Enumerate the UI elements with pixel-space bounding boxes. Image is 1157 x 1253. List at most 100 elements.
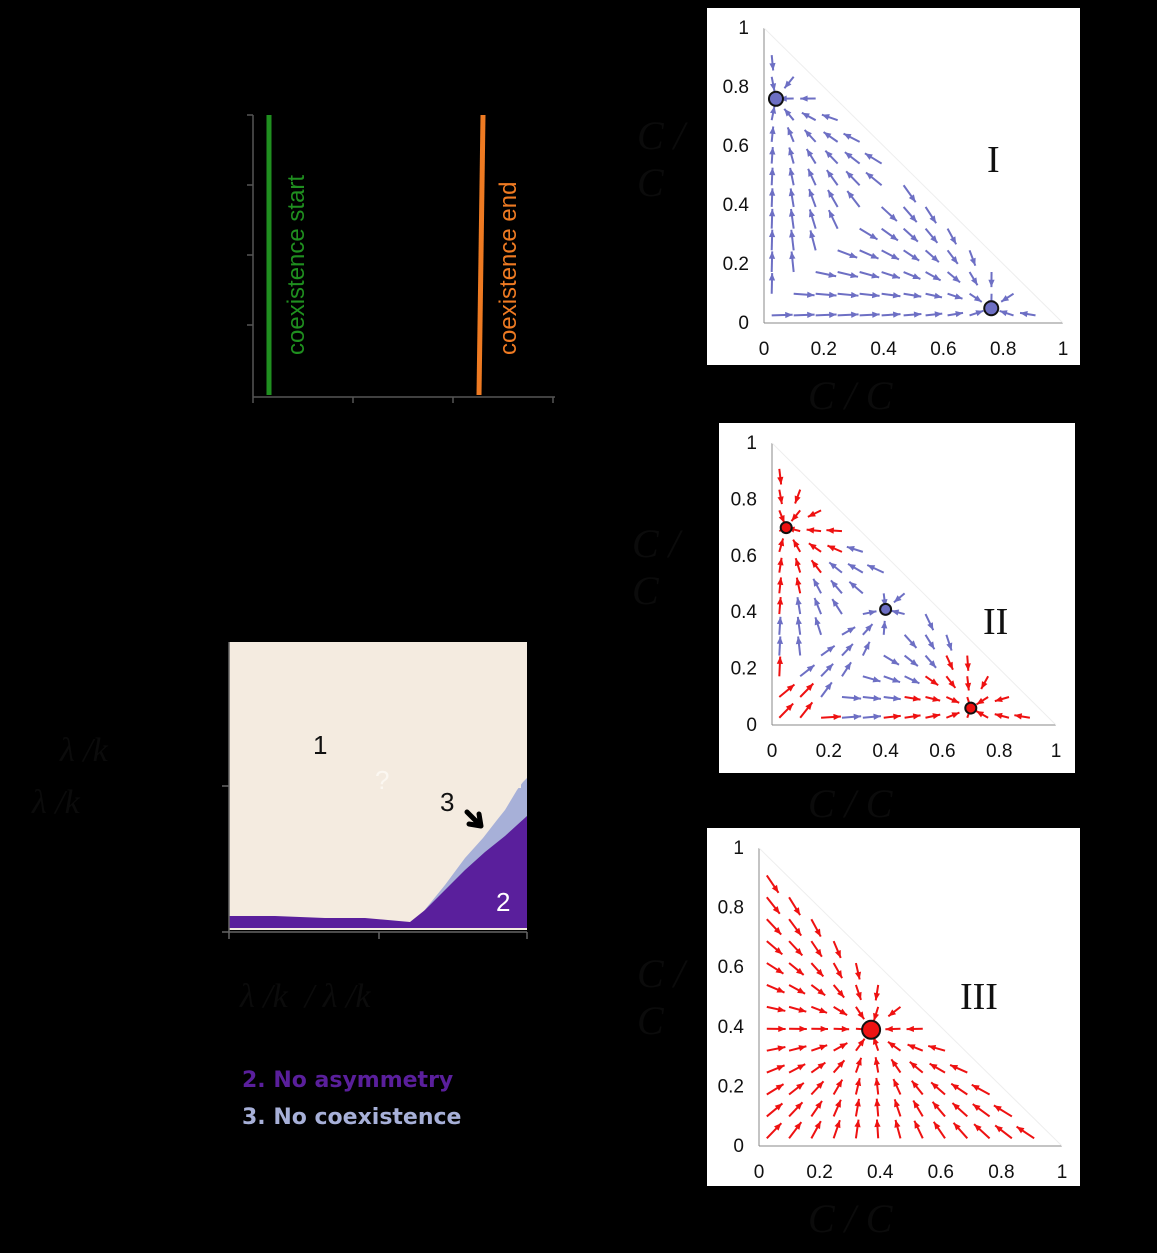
flow-arrow-head (971, 1084, 980, 1092)
flow-arrow-head (778, 1025, 786, 1032)
flow-arrow-head (892, 311, 901, 318)
flow-arrow-head (907, 1044, 916, 1051)
flow-arrow-head (835, 1099, 841, 1108)
flow-arrow-head (864, 153, 873, 160)
flow-arrow-head (824, 682, 832, 691)
flow-arrow-head (773, 927, 782, 935)
flow-arrow-head (784, 108, 792, 117)
x-tick-label: 0.2 (806, 1162, 832, 1183)
panel-3-numeral: III (960, 976, 998, 1018)
flow-arrow-head (811, 560, 819, 569)
x-tick-label: 1 (1051, 741, 1062, 762)
panel-3-xlabel: C / C (808, 1196, 893, 1241)
flow-arrow-head (848, 563, 856, 571)
flow-arrow-head (819, 1007, 828, 1014)
y-tick-label: 0.2 (723, 254, 749, 275)
flow-arrow-head (872, 311, 880, 318)
flow-arrow-head (796, 1082, 804, 1090)
flow-arrow-head (873, 1012, 880, 1021)
flow-arrow-head (813, 578, 820, 587)
flow-arrow-head (823, 132, 832, 139)
flow-arrow-head (853, 713, 862, 720)
flow-arrow-head (874, 1098, 881, 1107)
flow-arrow-head (994, 696, 1003, 703)
flow-arrow-head (964, 682, 972, 691)
flow-arrow-head (837, 989, 845, 998)
panel-3-ylabel: C / C (637, 951, 685, 1043)
flow-arrow-head (1020, 311, 1028, 318)
coexistence-start-label: coexistence start (283, 174, 310, 355)
simplex-edge (758, 847, 1063, 1147)
flow-arrow-head (809, 230, 816, 239)
flow-arrow-head (867, 564, 876, 571)
flow-arrow-head (816, 1081, 824, 1089)
flow-arrow-head (829, 562, 837, 570)
flow-arrow-head (929, 215, 937, 224)
flow-arrow-head (808, 543, 817, 551)
flow-arrow-head (794, 558, 801, 567)
flow-arrow-head (828, 291, 837, 298)
flow-arrow-head (787, 127, 794, 136)
flow-arrow-head (800, 95, 808, 102)
flow-arrow-head (845, 643, 853, 652)
flow-arrow-head (814, 928, 821, 937)
flow-arrow-head (893, 713, 901, 720)
flow-arrow-head (893, 695, 901, 702)
flow-arrow-head (805, 683, 814, 691)
flow-arrow-head (832, 599, 839, 607)
flow-arrow-head (890, 253, 899, 260)
flow-arrow-head (951, 1083, 960, 1091)
flow-arrow-head (825, 150, 833, 159)
flow-arrow-head (888, 1009, 897, 1017)
flow-arrow-head (839, 1043, 848, 1050)
coexistence-end-label: coexistence end (495, 181, 522, 355)
flow-arrow-head (951, 712, 960, 719)
flow-arrow-head (798, 1006, 807, 1013)
flow-arrow-head (835, 949, 841, 958)
flow-arrow-head (844, 662, 852, 671)
y-tick-label: 0 (746, 715, 757, 736)
flow-arrow-head (821, 114, 830, 121)
flow-arrow-head (774, 1123, 782, 1131)
flow-arrow-head (796, 967, 804, 975)
stream-plot-1: 0 0.2 0.4 0.6 0.8 1 0 0.2 0.4 0.6 0.8 1 (723, 18, 1069, 360)
flow-arrow-head (872, 676, 881, 683)
flow-arrow-head (808, 168, 815, 177)
flow-arrow-head (1014, 713, 1023, 720)
stream-plot-2: 0 0.2 0.4 0.6 0.8 1 0 0.2 0.4 0.6 0.8 1 (731, 433, 1062, 762)
x-tick-label: 0.8 (988, 1162, 1014, 1183)
y-tick-label: 0.6 (731, 546, 757, 567)
flow-arrow-head (820, 1025, 828, 1033)
flow-arrow-head (932, 274, 941, 281)
panel-1-numeral: I (987, 139, 1000, 181)
y-tick-label: 1 (746, 433, 757, 454)
flow-arrow-head (799, 1025, 807, 1033)
flow-arrow-head (768, 229, 776, 238)
flow-arrow-head (827, 545, 836, 552)
region-2 (229, 816, 527, 928)
flow-arrow-head (808, 209, 815, 218)
arrow-icon (464, 809, 484, 829)
stream-panel-3: 0 0.2 0.4 0.6 0.8 1 0 0.2 0.4 0.6 0.8 1 (707, 828, 1080, 1186)
flow-arrow-head (769, 126, 776, 135)
flow-arrow-head (793, 539, 800, 548)
flow-arrow-head (786, 684, 795, 692)
y-tick-label: 0 (733, 1136, 744, 1157)
flow-arrow-head (933, 1121, 941, 1130)
x-tick-label: 0.2 (811, 339, 837, 360)
flow-arrow-head (797, 1064, 806, 1071)
y-tick-label: 0.4 (723, 195, 750, 216)
flow-arrow-head (768, 208, 776, 217)
flow-arrow-head (976, 697, 985, 705)
flow-arrow-head (837, 1060, 845, 1068)
flow-arrow-head (976, 711, 985, 718)
flow-arrow-head (772, 906, 780, 914)
flow-arrow-head (774, 947, 783, 955)
flow-arrow-head (927, 622, 934, 631)
flow-arrow-head (891, 658, 899, 665)
flow-arrow-head (807, 311, 815, 319)
flow-arrow-head (855, 991, 862, 1000)
flow-arrow-head (928, 1044, 937, 1051)
flow-arrow-head (789, 251, 796, 260)
flow-arrow-head (954, 293, 963, 300)
